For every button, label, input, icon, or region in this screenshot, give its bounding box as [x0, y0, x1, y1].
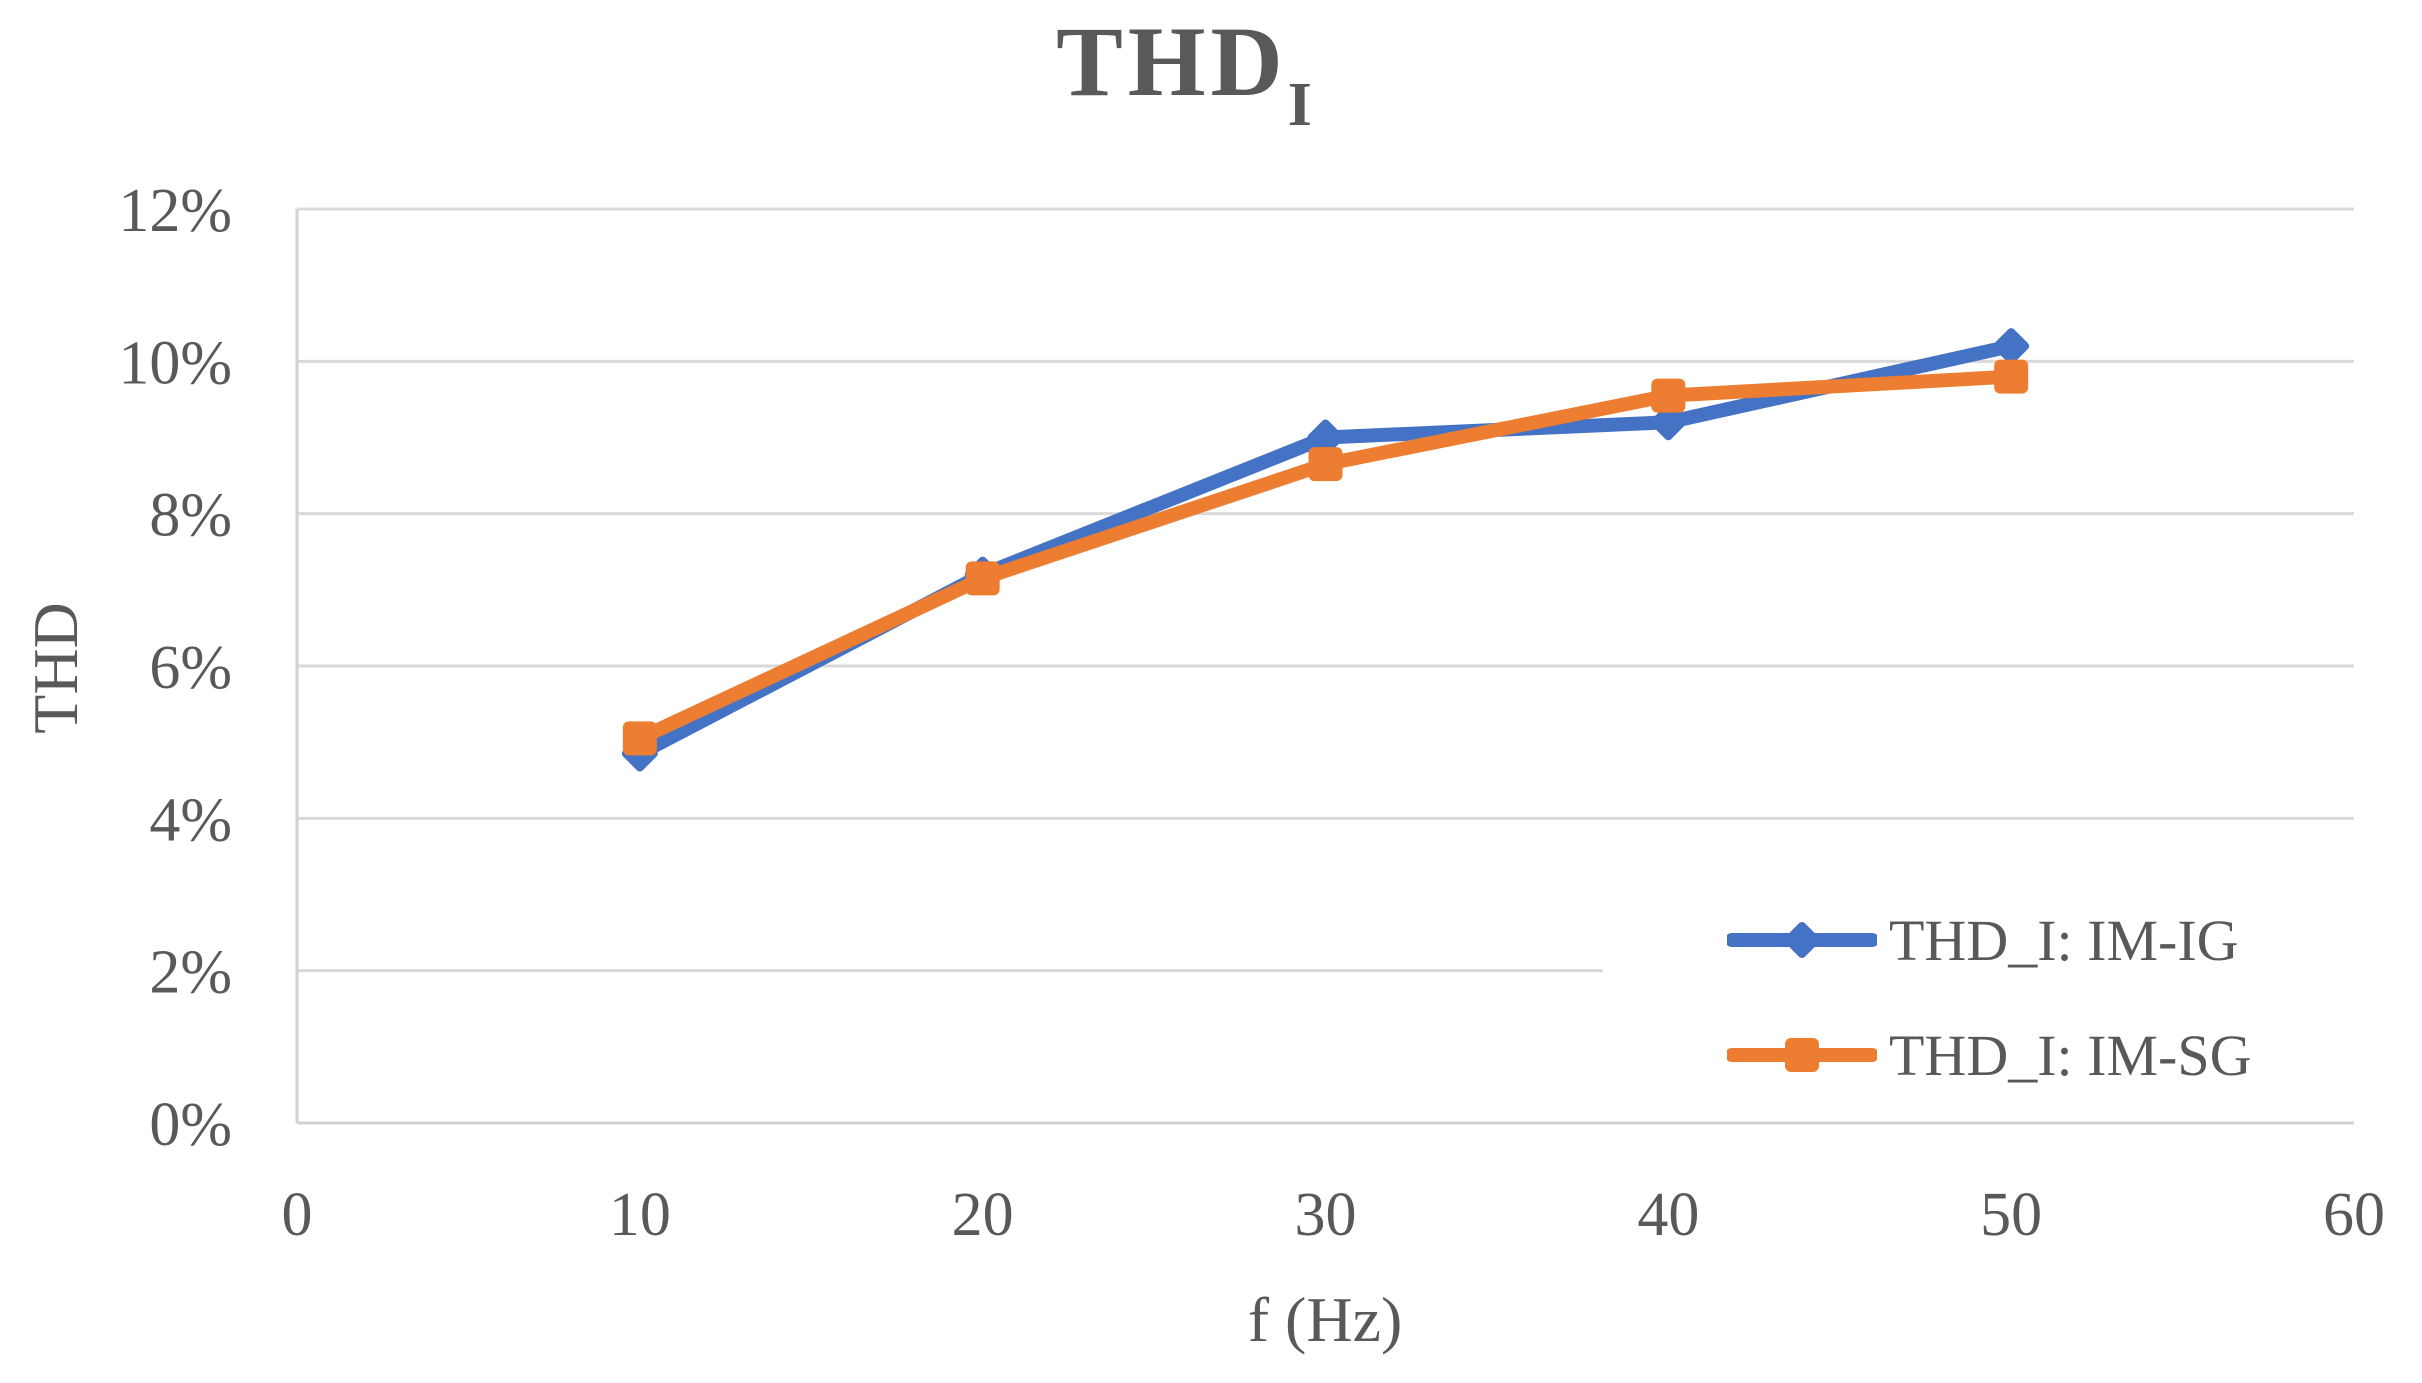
legend-item-im-ig: THD_I: IM-IG — [1727, 904, 2360, 976]
y-tick-label: 10% — [118, 329, 232, 397]
chart-title-subscript: I — [1287, 71, 1312, 139]
series-line-0 — [632, 339, 2019, 761]
legend: THD_I: IM-IG THD_I: IM-SG — [1603, 882, 2360, 1120]
legend-item-im-sg: THD_I: IM-SG — [1727, 1019, 2360, 1091]
x-tick-label: 0 — [282, 1181, 313, 1249]
x-tick-label: 50 — [1980, 1181, 2042, 1249]
legend-label: THD_I: IM-SG — [1889, 1022, 2252, 1088]
legend-label: THD_I: IM-IG — [1889, 907, 2239, 973]
x-tick-label: 10 — [609, 1181, 671, 1249]
chart-title-main: THD — [1056, 6, 1288, 117]
y-tick-label: 0% — [149, 1091, 232, 1159]
data-point-square — [622, 721, 657, 756]
legend-swatch-square-icon — [1727, 1038, 1877, 1072]
data-point-square — [965, 561, 1000, 596]
legend-marker-square — [1785, 1038, 1819, 1072]
y-tick-label: 8% — [149, 482, 232, 550]
x-tick-label: 60 — [2323, 1181, 2385, 1249]
y-axis-title: THD — [20, 602, 91, 734]
data-point-square — [1651, 378, 1686, 413]
y-tick-label: 4% — [149, 786, 232, 854]
data-point-diamond — [1993, 328, 2030, 365]
y-tick-label: 6% — [149, 634, 232, 702]
x-tick-label: 20 — [952, 1181, 1014, 1249]
y-tick-label: 12% — [118, 177, 232, 245]
data-point-diamond — [1650, 404, 1687, 441]
chart-title: THDI — [0, 4, 2368, 141]
legend-marker-diamond — [1784, 922, 1820, 958]
legend-swatch-diamond-icon — [1727, 922, 1877, 958]
x-tick-label: 30 — [1295, 1181, 1357, 1249]
y-tick-label: 2% — [149, 939, 232, 1007]
data-point-square — [1308, 447, 1343, 482]
data-point-square — [1994, 359, 2029, 394]
x-axis-title: f (Hz) — [1247, 1284, 1403, 1355]
x-tick-label: 40 — [1637, 1181, 1699, 1249]
